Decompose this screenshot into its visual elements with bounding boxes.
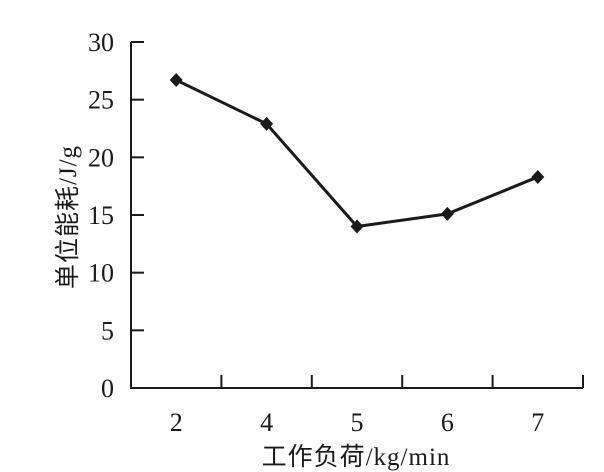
y-tick-label: 20: [88, 143, 114, 172]
x-tick-label: 7: [531, 408, 544, 437]
series-line: [174, 78, 540, 229]
x-tick-label: 4: [260, 408, 273, 437]
x-tick-label: 5: [351, 408, 364, 437]
x-tick-label: 2: [170, 408, 183, 437]
y-tick-label: 15: [88, 201, 114, 230]
y-axis-title: 单位能耗/J/g: [55, 144, 82, 290]
data-point-marker: [350, 219, 364, 234]
y-tick-label: 25: [88, 86, 114, 115]
x-tick-label: 6: [441, 408, 454, 437]
data-point-marker: [169, 73, 183, 88]
y-tick-label: 0: [101, 374, 114, 403]
axis-lines: [130, 42, 583, 389]
data-point-marker: [260, 116, 274, 131]
data-point-marker: [531, 169, 545, 184]
y-tick-label: 10: [88, 259, 114, 288]
data-point-marker: [440, 206, 454, 221]
y-tick-label: 5: [101, 316, 114, 345]
x-axis-title: 工作负荷/kg/min: [261, 444, 451, 471]
y-tick-label: 30: [88, 28, 114, 57]
